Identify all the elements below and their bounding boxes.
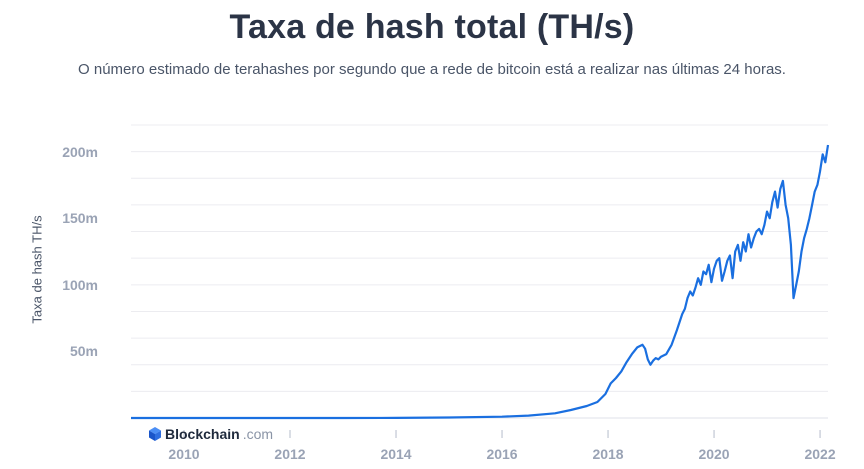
page-title: Taxa de hash total (TH/s) — [229, 8, 635, 46]
y-tick-label: 100m — [62, 276, 98, 293]
y-tick-label: 50m — [69, 343, 98, 360]
x-axis-tick-marks — [183, 430, 821, 438]
chart-gridlines — [131, 124, 828, 419]
y-tick-label: 200m — [62, 143, 98, 160]
x-tick-label: 2020 — [698, 446, 730, 462]
brand-logo: Blockchain .com — [148, 426, 273, 442]
x-tick-label: 2022 — [804, 446, 836, 462]
y-tick-label: 150m — [62, 210, 98, 227]
x-tick-label: 2018 — [592, 446, 624, 462]
x-tick-label: 2012 — [274, 446, 306, 462]
brand-name: Blockchain — [165, 426, 240, 442]
blockchain-cube-icon — [149, 427, 161, 441]
x-tick-label: 2010 — [168, 446, 200, 462]
series-line-hashrate — [131, 144, 830, 420]
brand-domain: .com — [242, 426, 274, 442]
x-tick-label: 2014 — [380, 446, 412, 462]
page-subtitle: O número estimado de terahashes por segu… — [78, 61, 786, 78]
x-tick-label: 2016 — [486, 446, 518, 462]
